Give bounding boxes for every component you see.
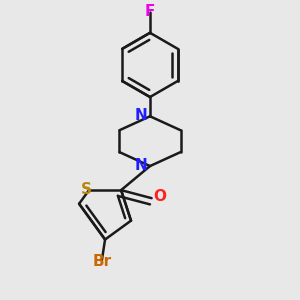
- Text: N: N: [135, 108, 147, 123]
- Text: N: N: [135, 158, 147, 173]
- Text: Br: Br: [92, 254, 111, 269]
- Text: S: S: [81, 182, 92, 197]
- Text: O: O: [153, 189, 166, 204]
- Text: F: F: [145, 4, 155, 20]
